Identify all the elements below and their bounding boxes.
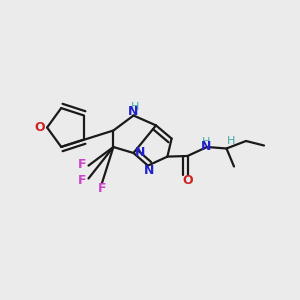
Text: N: N bbox=[128, 105, 139, 118]
Text: F: F bbox=[78, 158, 86, 171]
Text: N: N bbox=[144, 164, 154, 177]
Text: O: O bbox=[34, 121, 45, 134]
Text: N: N bbox=[201, 140, 212, 153]
Text: H: H bbox=[131, 102, 139, 112]
Text: F: F bbox=[98, 182, 106, 195]
Text: H: H bbox=[227, 136, 235, 146]
Text: H: H bbox=[202, 137, 211, 147]
Text: F: F bbox=[78, 174, 86, 188]
Text: N: N bbox=[135, 146, 145, 159]
Text: O: O bbox=[182, 173, 193, 187]
